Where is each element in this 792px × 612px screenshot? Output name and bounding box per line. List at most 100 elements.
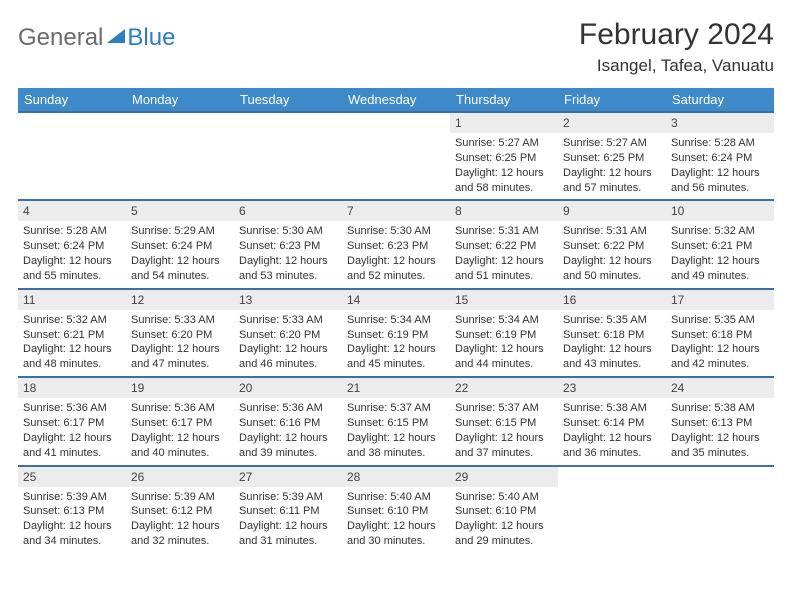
calendar-day-cell: 8Sunrise: 5:31 AMSunset: 6:22 PMDaylight…: [450, 200, 558, 288]
month-title: February 2024: [579, 18, 774, 52]
calendar-day-cell: 20Sunrise: 5:36 AMSunset: 6:16 PMDayligh…: [234, 377, 342, 465]
calendar-day-cell: 7Sunrise: 5:30 AMSunset: 6:23 PMDaylight…: [342, 200, 450, 288]
calendar-day-cell: 5Sunrise: 5:29 AMSunset: 6:24 PMDaylight…: [126, 200, 234, 288]
day-number: 23: [558, 378, 666, 398]
day-number: 13: [234, 290, 342, 310]
day-details: Sunrise: 5:37 AMSunset: 6:15 PMDaylight:…: [342, 398, 450, 464]
weekday-header: Monday: [126, 88, 234, 112]
calendar-day-cell: [342, 112, 450, 200]
day-details: Sunrise: 5:37 AMSunset: 6:15 PMDaylight:…: [450, 398, 558, 464]
day-details: Sunrise: 5:38 AMSunset: 6:14 PMDaylight:…: [558, 398, 666, 464]
calendar-week-row: 11Sunrise: 5:32 AMSunset: 6:21 PMDayligh…: [18, 289, 774, 377]
weekday-header: Thursday: [450, 88, 558, 112]
brand-part1: General: [18, 24, 103, 52]
day-details: Sunrise: 5:32 AMSunset: 6:21 PMDaylight:…: [666, 221, 774, 287]
calendar-day-cell: 6Sunrise: 5:30 AMSunset: 6:23 PMDaylight…: [234, 200, 342, 288]
day-details: Sunrise: 5:32 AMSunset: 6:21 PMDaylight:…: [18, 310, 126, 376]
calendar-day-cell: 25Sunrise: 5:39 AMSunset: 6:13 PMDayligh…: [18, 466, 126, 554]
calendar-day-cell: [666, 466, 774, 554]
calendar-day-cell: [18, 112, 126, 200]
calendar-week-row: 18Sunrise: 5:36 AMSunset: 6:17 PMDayligh…: [18, 377, 774, 465]
calendar-table: SundayMondayTuesdayWednesdayThursdayFrid…: [18, 88, 774, 554]
weekday-header: Tuesday: [234, 88, 342, 112]
calendar-day-cell: 22Sunrise: 5:37 AMSunset: 6:15 PMDayligh…: [450, 377, 558, 465]
day-number: 19: [126, 378, 234, 398]
day-number: 17: [666, 290, 774, 310]
calendar-day-cell: 26Sunrise: 5:39 AMSunset: 6:12 PMDayligh…: [126, 466, 234, 554]
calendar-day-cell: 1Sunrise: 5:27 AMSunset: 6:25 PMDaylight…: [450, 112, 558, 200]
day-number: 3: [666, 113, 774, 133]
day-details: Sunrise: 5:31 AMSunset: 6:22 PMDaylight:…: [558, 221, 666, 287]
day-number: 10: [666, 201, 774, 221]
calendar-day-cell: 3Sunrise: 5:28 AMSunset: 6:24 PMDaylight…: [666, 112, 774, 200]
day-details: Sunrise: 5:36 AMSunset: 6:16 PMDaylight:…: [234, 398, 342, 464]
header: General Blue February 2024 Isangel, Tafe…: [18, 18, 774, 76]
day-details: Sunrise: 5:31 AMSunset: 6:22 PMDaylight:…: [450, 221, 558, 287]
day-details: Sunrise: 5:39 AMSunset: 6:13 PMDaylight:…: [18, 487, 126, 553]
day-number: 15: [450, 290, 558, 310]
day-number: 22: [450, 378, 558, 398]
calendar-day-cell: 13Sunrise: 5:33 AMSunset: 6:20 PMDayligh…: [234, 289, 342, 377]
calendar-day-cell: 11Sunrise: 5:32 AMSunset: 6:21 PMDayligh…: [18, 289, 126, 377]
calendar-day-cell: 4Sunrise: 5:28 AMSunset: 6:24 PMDaylight…: [18, 200, 126, 288]
calendar-day-cell: 18Sunrise: 5:36 AMSunset: 6:17 PMDayligh…: [18, 377, 126, 465]
day-details: Sunrise: 5:39 AMSunset: 6:11 PMDaylight:…: [234, 487, 342, 553]
calendar-day-cell: 29Sunrise: 5:40 AMSunset: 6:10 PMDayligh…: [450, 466, 558, 554]
brand-part2: Blue: [127, 24, 175, 52]
calendar-day-cell: 2Sunrise: 5:27 AMSunset: 6:25 PMDaylight…: [558, 112, 666, 200]
day-number: 20: [234, 378, 342, 398]
calendar-day-cell: 15Sunrise: 5:34 AMSunset: 6:19 PMDayligh…: [450, 289, 558, 377]
calendar-week-row: 25Sunrise: 5:39 AMSunset: 6:13 PMDayligh…: [18, 466, 774, 554]
day-number: 26: [126, 467, 234, 487]
day-number: 29: [450, 467, 558, 487]
weekday-header: Wednesday: [342, 88, 450, 112]
day-details: Sunrise: 5:27 AMSunset: 6:25 PMDaylight:…: [450, 133, 558, 199]
calendar-day-cell: 12Sunrise: 5:33 AMSunset: 6:20 PMDayligh…: [126, 289, 234, 377]
day-number: 4: [18, 201, 126, 221]
day-details: Sunrise: 5:38 AMSunset: 6:13 PMDaylight:…: [666, 398, 774, 464]
day-number: 1: [450, 113, 558, 133]
day-number: 9: [558, 201, 666, 221]
day-number: 18: [18, 378, 126, 398]
calendar-day-cell: [558, 466, 666, 554]
weekday-header: Sunday: [18, 88, 126, 112]
calendar-day-cell: 10Sunrise: 5:32 AMSunset: 6:21 PMDayligh…: [666, 200, 774, 288]
day-number: 6: [234, 201, 342, 221]
day-number: 25: [18, 467, 126, 487]
weekday-header: Friday: [558, 88, 666, 112]
calendar-day-cell: 9Sunrise: 5:31 AMSunset: 6:22 PMDaylight…: [558, 200, 666, 288]
day-details: Sunrise: 5:30 AMSunset: 6:23 PMDaylight:…: [342, 221, 450, 287]
day-number: 2: [558, 113, 666, 133]
calendar-day-cell: [126, 112, 234, 200]
day-details: Sunrise: 5:35 AMSunset: 6:18 PMDaylight:…: [666, 310, 774, 376]
day-details: Sunrise: 5:34 AMSunset: 6:19 PMDaylight:…: [450, 310, 558, 376]
day-number: 12: [126, 290, 234, 310]
calendar-day-cell: 24Sunrise: 5:38 AMSunset: 6:13 PMDayligh…: [666, 377, 774, 465]
calendar-header-row: SundayMondayTuesdayWednesdayThursdayFrid…: [18, 88, 774, 112]
day-number: 21: [342, 378, 450, 398]
day-number: 14: [342, 290, 450, 310]
day-details: Sunrise: 5:28 AMSunset: 6:24 PMDaylight:…: [18, 221, 126, 287]
day-details: Sunrise: 5:33 AMSunset: 6:20 PMDaylight:…: [126, 310, 234, 376]
day-details: Sunrise: 5:40 AMSunset: 6:10 PMDaylight:…: [342, 487, 450, 553]
weekday-header: Saturday: [666, 88, 774, 112]
day-number: 8: [450, 201, 558, 221]
calendar-week-row: 1Sunrise: 5:27 AMSunset: 6:25 PMDaylight…: [18, 112, 774, 200]
day-number: 24: [666, 378, 774, 398]
day-details: Sunrise: 5:27 AMSunset: 6:25 PMDaylight:…: [558, 133, 666, 199]
day-details: Sunrise: 5:28 AMSunset: 6:24 PMDaylight:…: [666, 133, 774, 199]
day-number: 5: [126, 201, 234, 221]
day-details: Sunrise: 5:36 AMSunset: 6:17 PMDaylight:…: [18, 398, 126, 464]
title-block: February 2024 Isangel, Tafea, Vanuatu: [579, 18, 774, 76]
calendar-day-cell: [234, 112, 342, 200]
day-number: 28: [342, 467, 450, 487]
day-details: Sunrise: 5:36 AMSunset: 6:17 PMDaylight:…: [126, 398, 234, 464]
calendar-day-cell: 23Sunrise: 5:38 AMSunset: 6:14 PMDayligh…: [558, 377, 666, 465]
calendar-day-cell: 14Sunrise: 5:34 AMSunset: 6:19 PMDayligh…: [342, 289, 450, 377]
day-number: 11: [18, 290, 126, 310]
day-details: Sunrise: 5:30 AMSunset: 6:23 PMDaylight:…: [234, 221, 342, 287]
calendar-day-cell: 21Sunrise: 5:37 AMSunset: 6:15 PMDayligh…: [342, 377, 450, 465]
day-details: Sunrise: 5:29 AMSunset: 6:24 PMDaylight:…: [126, 221, 234, 287]
day-number: 7: [342, 201, 450, 221]
day-number: 27: [234, 467, 342, 487]
